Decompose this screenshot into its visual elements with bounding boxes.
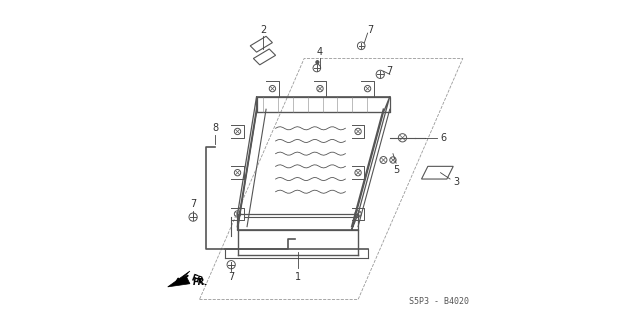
Text: 4: 4 bbox=[317, 47, 323, 57]
Text: 7: 7 bbox=[367, 25, 374, 35]
Text: 7: 7 bbox=[190, 199, 196, 209]
Text: 3: 3 bbox=[453, 177, 460, 187]
Text: S5P3 - B4020: S5P3 - B4020 bbox=[409, 297, 469, 306]
Text: 5: 5 bbox=[393, 164, 399, 174]
Text: 7: 7 bbox=[228, 272, 234, 282]
Text: 8: 8 bbox=[212, 123, 218, 133]
Text: 1: 1 bbox=[295, 272, 301, 282]
Text: ●: ● bbox=[314, 59, 319, 64]
Text: FR.: FR. bbox=[193, 278, 209, 287]
Text: 6: 6 bbox=[441, 133, 447, 143]
Text: FR.: FR. bbox=[190, 274, 207, 287]
Polygon shape bbox=[168, 271, 190, 287]
Text: 7: 7 bbox=[387, 66, 393, 76]
Text: 2: 2 bbox=[260, 25, 266, 35]
